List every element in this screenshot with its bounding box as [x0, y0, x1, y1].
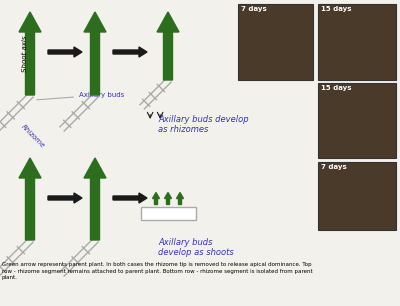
Text: Shoot axis: Shoot axis	[22, 35, 28, 72]
Text: 15 days: 15 days	[321, 85, 352, 91]
Polygon shape	[84, 158, 106, 240]
Polygon shape	[176, 192, 184, 204]
Polygon shape	[113, 193, 147, 203]
Polygon shape	[113, 47, 147, 57]
Bar	[238, 4, 313, 80]
Polygon shape	[19, 158, 41, 240]
Polygon shape	[48, 193, 82, 203]
Bar	[318, 83, 396, 158]
Text: Rhizome: Rhizome	[20, 123, 46, 149]
Bar	[140, 207, 196, 219]
Text: 15 days: 15 days	[321, 6, 352, 12]
Bar	[318, 162, 396, 230]
Polygon shape	[48, 47, 82, 57]
Text: Axillary buds develop
as rhizomes: Axillary buds develop as rhizomes	[158, 115, 249, 134]
Text: 7 days: 7 days	[241, 6, 267, 12]
Text: Green arrow represents parent plant. In both cases the rhizome tip is removed to: Green arrow represents parent plant. In …	[2, 262, 313, 280]
Polygon shape	[157, 12, 179, 80]
Polygon shape	[164, 192, 172, 204]
Polygon shape	[152, 192, 160, 204]
Polygon shape	[19, 12, 41, 95]
Polygon shape	[84, 12, 106, 95]
Bar	[318, 4, 396, 80]
Text: Axillary buds
develop as shoots: Axillary buds develop as shoots	[158, 238, 234, 257]
Text: Axillary buds: Axillary buds	[37, 92, 124, 100]
Text: 7 days: 7 days	[321, 164, 347, 170]
